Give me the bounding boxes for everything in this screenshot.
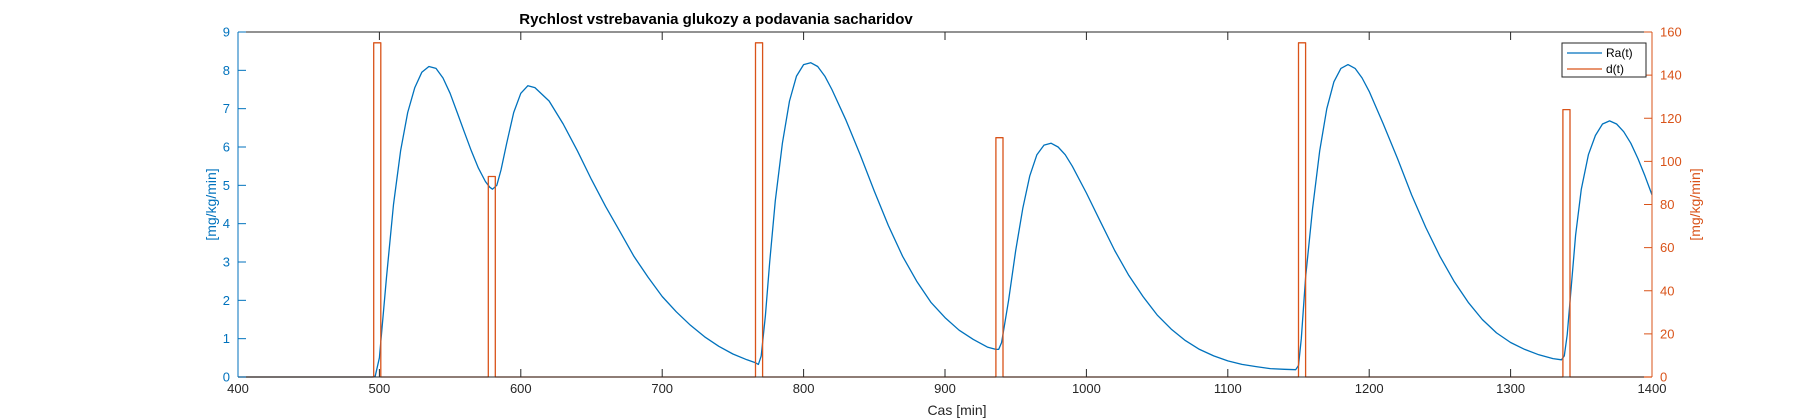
- y-left-tick-label: 3: [223, 255, 230, 270]
- y-right-tick-label: 20: [1660, 326, 1674, 341]
- y-right-tick-label: 120: [1660, 111, 1682, 126]
- x-tick-label: 1100: [1214, 381, 1242, 396]
- x-tick-label: 800: [793, 381, 815, 396]
- y-right-tick-label: 80: [1660, 197, 1674, 212]
- legend-label: Ra(t): [1606, 46, 1633, 60]
- legend-label: d(t): [1606, 62, 1624, 76]
- y-left-tick-label: 1: [223, 331, 230, 346]
- y-right-tick-label: 140: [1660, 68, 1682, 83]
- x-tick-label: 400: [227, 381, 249, 396]
- legend-box: [1561, 42, 1647, 78]
- y-right-tick-label: 40: [1660, 283, 1674, 298]
- y-right-tick-label: 60: [1660, 240, 1674, 255]
- y-left-tick-label: 8: [223, 63, 230, 78]
- y-left-tick-label: 7: [223, 101, 230, 116]
- y-left-tick-label: 6: [223, 140, 230, 155]
- series-line-rat: [238, 62, 1653, 378]
- y-left-tick-label: 5: [223, 178, 230, 193]
- x-tick-label: 1000: [1072, 381, 1101, 396]
- y-left-tick-label: 9: [223, 25, 230, 40]
- y-right-tick-label: 100: [1660, 154, 1682, 169]
- y-right-tick-label: 160: [1660, 25, 1682, 40]
- y-axis-left: 0 1 2 3 4 5 6 7 8 9: [223, 25, 246, 385]
- y-left-tick-label: 2: [223, 293, 230, 308]
- y-axis-right: 0 20 40 60 80 100 120 140 160: [1644, 25, 1682, 385]
- x-tick-label: 700: [651, 381, 673, 396]
- plot-area: [238, 42, 1653, 378]
- y-axis-left-label: [mg/kg/min]: [203, 168, 219, 240]
- x-tick-label: 1200: [1355, 381, 1384, 396]
- x-tick-label: 1300: [1496, 381, 1525, 396]
- x-tick-label: 1400: [1638, 381, 1667, 396]
- x-axis-label: Cas [min]: [927, 402, 986, 418]
- x-tick-label: 600: [510, 381, 532, 396]
- legend: Ra(t) d(t): [1561, 42, 1647, 78]
- y-right-tick-label: 0: [1660, 370, 1667, 385]
- x-axis: 400 500 600 700 800 900 1000 1100 1200 1300 1400: [227, 31, 1667, 396]
- y-left-tick-label: 0: [223, 370, 230, 385]
- chart-title: Rychlost vstrebavania glukozy a podavani…: [519, 11, 913, 28]
- y-axis-right-label: [mg/kg/min]: [1687, 168, 1703, 240]
- x-tick-label: 900: [934, 381, 956, 396]
- x-tick-label: 500: [369, 381, 391, 396]
- y-left-tick-label: 4: [223, 216, 230, 231]
